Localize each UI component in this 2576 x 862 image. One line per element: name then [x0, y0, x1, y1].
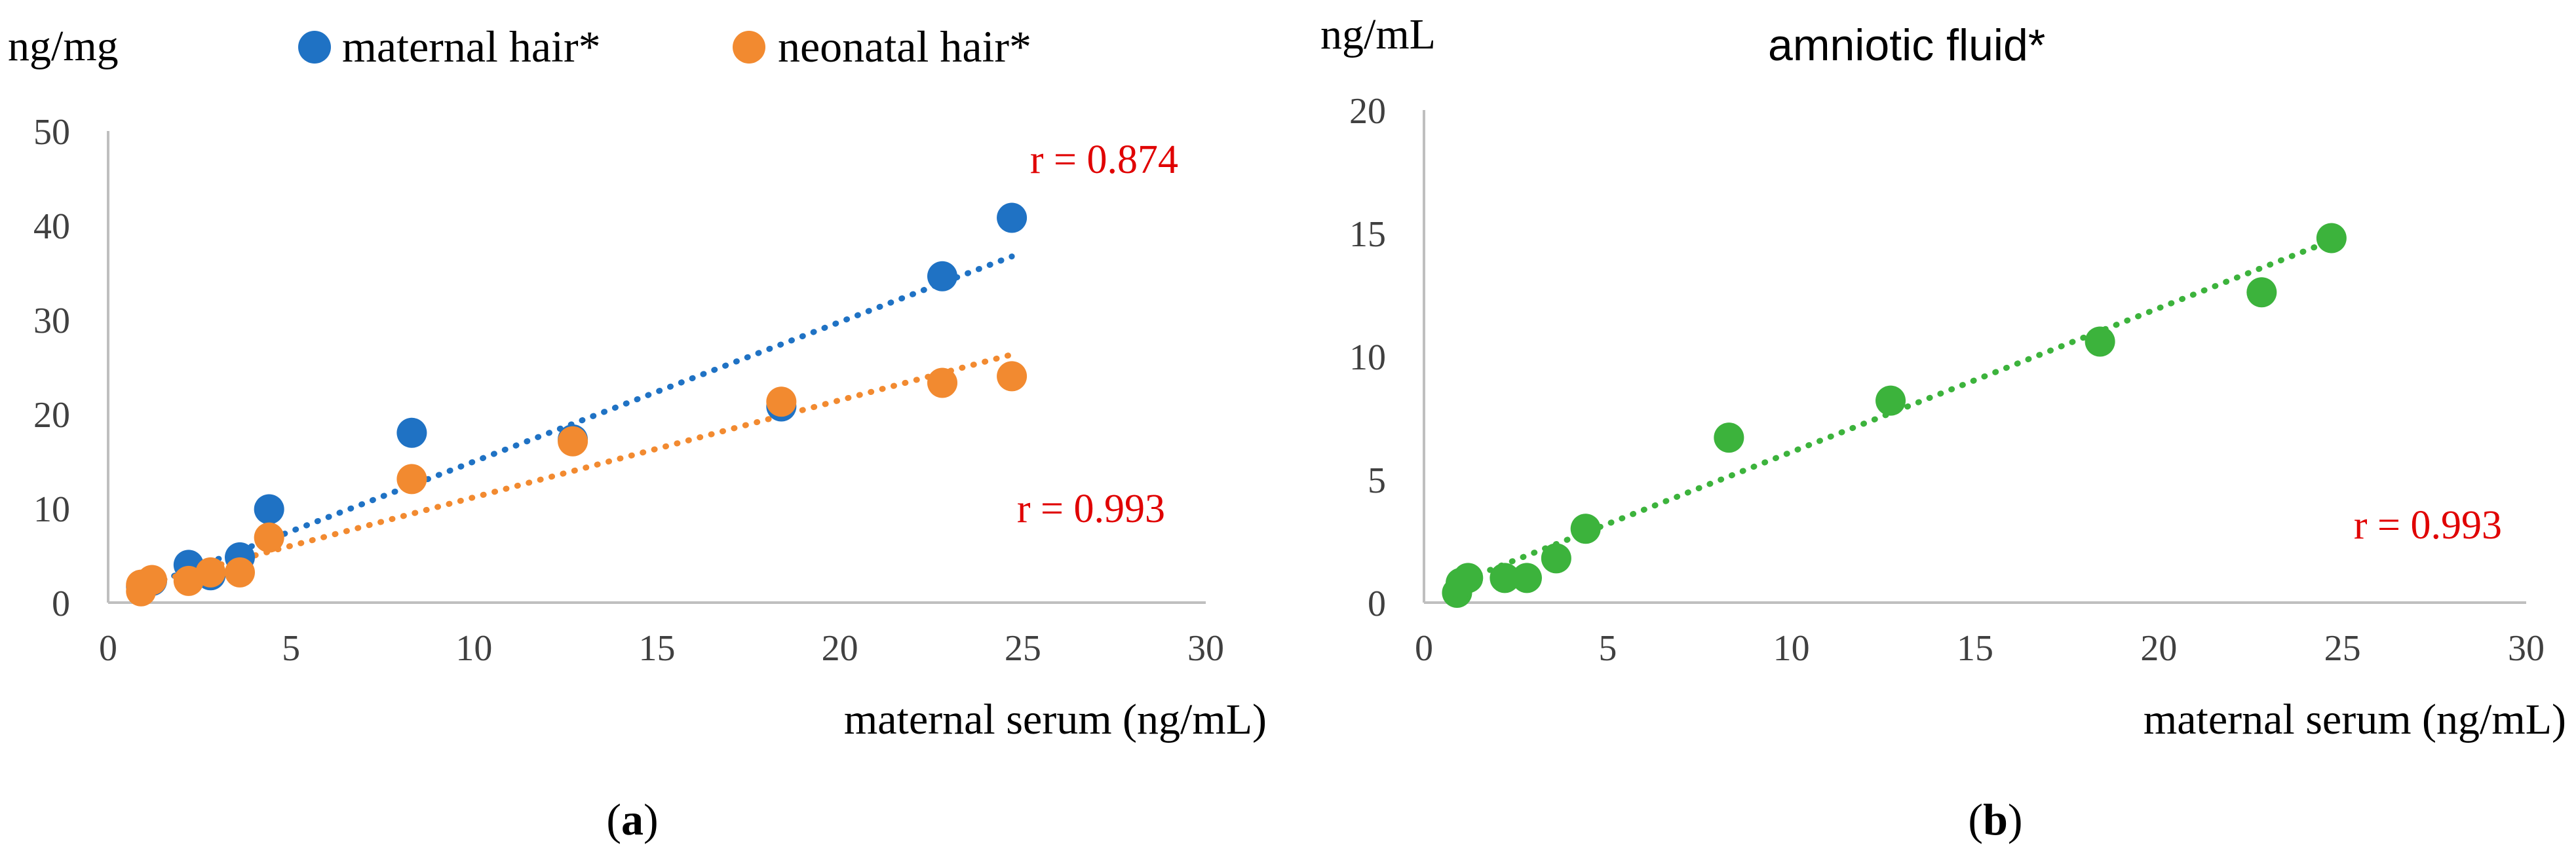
panel-b-x-tick-label: 15 [1957, 628, 1993, 669]
panel-a-data-point [927, 261, 957, 291]
panel-a-data-point [254, 522, 284, 553]
panel-b-data-point [2085, 326, 2115, 357]
legend-marker-neonatal-hair [733, 31, 765, 64]
legend-label-maternal-hair: maternal hair* [342, 22, 601, 71]
panel-a-y-tick-label: 0 [52, 584, 70, 624]
panel-b-y-tick-label: 0 [1368, 584, 1386, 624]
panel-a-x-tick-label: 20 [822, 628, 858, 669]
plot-layer: 0 5 10 15 20 25 30 0 10 20 30 40 50 0 5 10 15 20 25 30 0 5 10 1… [33, 91, 2545, 669]
panel-a-x-tick-label: 15 [639, 628, 676, 669]
panel-b-title: amniotic fluid* [1768, 20, 2045, 70]
panel-a-data-point [997, 361, 1028, 392]
panel-a-data-point [766, 386, 797, 417]
panel-a-data-point [137, 565, 167, 595]
panel-b-letter: b [1983, 795, 2008, 844]
panel-b-data-point [1453, 563, 1484, 593]
panel-a-y-unit: ng/mg [8, 22, 119, 70]
panel-a-x-axis-label: maternal serum (ng/mL) [844, 696, 1267, 743]
panel-b-x-tick-label: 25 [2324, 628, 2361, 669]
panel-a-r-label-neonatal: r = 0.993 [1017, 487, 1165, 531]
panel-a-y-tick-label: 30 [33, 301, 70, 341]
panel-b-data-point [1570, 514, 1601, 544]
panel-a-data-point [396, 417, 427, 448]
panel-a-x-tick-label: 5 [282, 628, 300, 669]
panel-a-data-point [195, 557, 226, 588]
panel-a-subcaption: (a) [606, 795, 658, 844]
panel-a-y-tick-label: 50 [33, 112, 70, 153]
panel-a-letter: a [621, 795, 644, 844]
panel-a-x-tick-label: 30 [1187, 628, 1224, 669]
panel-a-x-tick-label: 0 [99, 628, 117, 669]
panel-b-y-tick-label: 20 [1349, 91, 1386, 132]
panel-a-y-tick-label: 40 [33, 206, 70, 247]
panel-a-r-label-maternal: r = 0.874 [1030, 138, 1178, 182]
panel-a-data-point [396, 464, 427, 495]
panel-a-x-tick-label: 10 [455, 628, 492, 669]
panel-b-data-point [1714, 422, 1744, 453]
panel-b-data-point [1541, 543, 1571, 574]
panel-b-data-point [1875, 385, 1906, 416]
panel-a-x-tick-label: 25 [1005, 628, 1041, 669]
panel-a-data-point [927, 367, 957, 398]
panel-a-trendline [138, 253, 1015, 591]
panel-b-r-label: r = 0.993 [2354, 503, 2502, 548]
legend-label-neonatal-hair: neonatal hair* [778, 22, 1031, 71]
panel-b-x-tick-label: 5 [1598, 628, 1617, 669]
panel-b-data-point [1511, 563, 1542, 593]
legend-marker-maternal-hair [298, 31, 331, 64]
panel-b-y-tick-label: 15 [1349, 214, 1386, 255]
panel-a-y-tick-label: 20 [33, 395, 70, 436]
panel-a-data-point [997, 202, 1028, 233]
panel-b-y-unit: ng/mL [1320, 10, 1436, 58]
panel-b-x-tick-label: 30 [2508, 628, 2545, 669]
panel-b-x-tick-label: 0 [1415, 628, 1433, 669]
panel-b-y-tick-label: 10 [1349, 337, 1386, 378]
panel-b-y-tick-label: 5 [1368, 460, 1386, 501]
panel-b-data-point [2246, 277, 2277, 308]
panel-a-data-point [225, 557, 255, 588]
panel-a-data-point [254, 494, 284, 525]
panel-b-x-axis-label: maternal serum (ng/mL) [2143, 696, 2566, 743]
panel-b-data-point [2316, 223, 2347, 253]
panel-a-y-tick-label: 10 [33, 489, 70, 530]
panel-a-trendline [138, 351, 1015, 589]
panel-b-subcaption: (b) [1968, 795, 2022, 844]
panel-b-data-point [1490, 563, 1520, 593]
panel-b-x-tick-label: 10 [1773, 628, 1810, 669]
panel-a-data-point [558, 426, 588, 457]
panel-b-x-tick-label: 20 [2140, 628, 2177, 669]
